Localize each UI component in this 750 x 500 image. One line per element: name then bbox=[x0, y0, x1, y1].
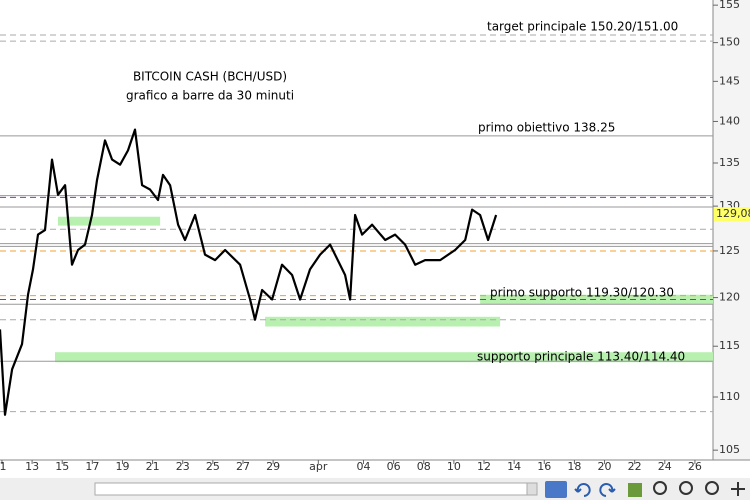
last-price-label: 129,08 bbox=[716, 207, 750, 220]
x-tick-label: 16 bbox=[537, 460, 551, 473]
pan-button[interactable] bbox=[731, 482, 745, 496]
x-tick-label: 23 bbox=[176, 460, 190, 473]
x-tick-label: 14 bbox=[507, 460, 521, 473]
y-tick-label: 150 bbox=[719, 36, 740, 49]
x-tick-label: apr bbox=[309, 460, 328, 473]
x-tick-label: 04 bbox=[357, 460, 371, 473]
x-tick-label: 27 bbox=[236, 460, 250, 473]
chart-subtitle: grafico a barre da 30 minuti bbox=[126, 89, 294, 103]
support-zone bbox=[54, 352, 713, 363]
x-tick-label: 13 bbox=[25, 460, 39, 473]
x-tick-label: 08 bbox=[417, 460, 431, 473]
x-tick-label: 18 bbox=[567, 460, 581, 473]
x-tick-label: 29 bbox=[266, 460, 280, 473]
y-tick-label: 115 bbox=[719, 339, 740, 352]
y-tick-label: 140 bbox=[719, 114, 740, 127]
x-tick-label: 19 bbox=[115, 460, 129, 473]
annotation: target principale 150.20/151.00 bbox=[487, 20, 678, 34]
x-tick-label: 24 bbox=[658, 460, 672, 473]
zoom-button[interactable] bbox=[653, 481, 667, 495]
annotation: primo obiettivo 138.25 bbox=[478, 121, 615, 135]
x-tick-label: 26 bbox=[688, 460, 702, 473]
x-tick-label: 1 bbox=[0, 460, 7, 473]
x-tick-label: 22 bbox=[628, 460, 642, 473]
scrollbar[interactable] bbox=[94, 482, 538, 496]
y-tick-label: 105 bbox=[719, 443, 740, 456]
y-tick-label: 135 bbox=[719, 156, 740, 169]
price-line bbox=[0, 128, 498, 416]
zoom-out-button[interactable] bbox=[679, 481, 693, 495]
y-tick-label: 155 bbox=[719, 0, 740, 11]
y-tick-label: 125 bbox=[719, 244, 740, 257]
x-tick-label: 15 bbox=[55, 460, 69, 473]
x-tick-label: 21 bbox=[146, 460, 160, 473]
support-zone bbox=[480, 294, 713, 305]
chart-button[interactable] bbox=[628, 483, 642, 497]
undo-button[interactable] bbox=[574, 483, 591, 497]
annotation: primo supporto 119.30/120.30 bbox=[490, 286, 674, 300]
plot-area bbox=[0, 34, 713, 416]
x-tick-label: 10 bbox=[447, 460, 461, 473]
scroll-right[interactable] bbox=[526, 482, 538, 496]
zoom-in-button[interactable] bbox=[705, 481, 719, 495]
y-tick-label: 110 bbox=[719, 390, 740, 403]
chart-title: BITCOIN CASH (BCH/USD) bbox=[133, 70, 287, 84]
annotation: supporto principale 113.40/114.40 bbox=[477, 350, 685, 364]
x-tick-label: 20 bbox=[598, 460, 612, 473]
redo-button[interactable] bbox=[599, 483, 616, 497]
x-tick-label: 06 bbox=[387, 460, 401, 473]
support-zone bbox=[265, 316, 501, 327]
toolbar bbox=[0, 478, 750, 500]
calendar-button[interactable] bbox=[545, 481, 567, 498]
last-price-box bbox=[714, 207, 750, 222]
x-tick-label: 12 bbox=[477, 460, 491, 473]
y-tick-label: 120 bbox=[719, 291, 740, 304]
x-tick-label: 17 bbox=[85, 460, 99, 473]
support-zone bbox=[57, 216, 161, 226]
x-tick-label: 25 bbox=[206, 460, 220, 473]
y-axis-panel bbox=[713, 0, 750, 460]
y-tick-label: 145 bbox=[719, 74, 740, 87]
